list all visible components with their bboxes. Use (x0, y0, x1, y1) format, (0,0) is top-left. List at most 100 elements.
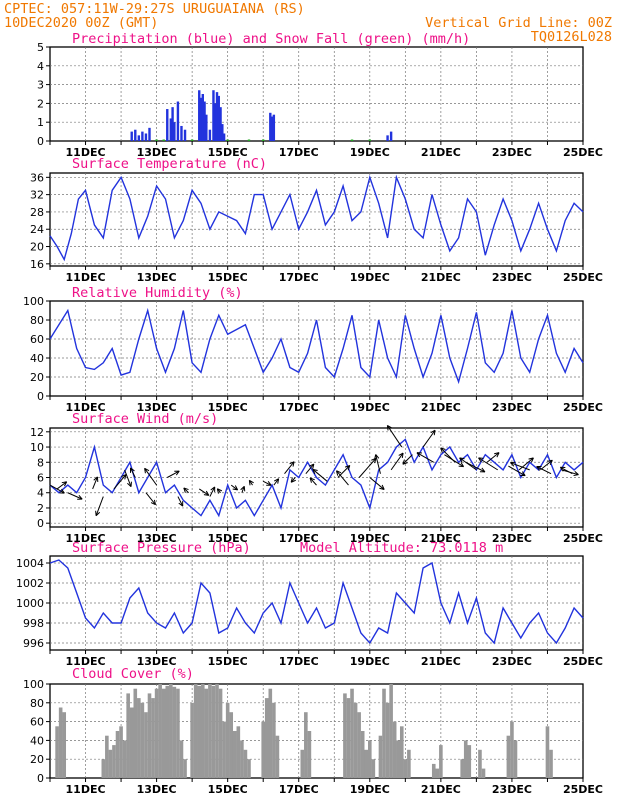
wind-arrow (49, 484, 65, 494)
bar (382, 688, 386, 778)
bar (396, 740, 401, 778)
y-tick-label: 20 (30, 371, 44, 384)
y-tick-label: 2 (37, 502, 44, 515)
x-tick-label: 25DEC (563, 532, 603, 545)
bar (262, 139, 265, 141)
wind-arrow (486, 452, 500, 463)
bar (166, 109, 169, 141)
bar (247, 139, 251, 141)
wind-arrow (422, 429, 436, 448)
bar (183, 759, 187, 778)
bar (350, 139, 354, 141)
series-line (49, 438, 584, 518)
wind-arrow (559, 466, 573, 475)
y-tick-label: 60 (30, 716, 44, 729)
bar (204, 688, 209, 778)
x-tick-label: 15DEC (208, 783, 248, 796)
bar (243, 749, 248, 778)
bar (169, 684, 173, 778)
x-tick-label: 23DEC (492, 655, 532, 668)
bar (219, 107, 222, 141)
bar (141, 131, 144, 141)
panel-title: Cloud Cover (%) (72, 666, 194, 682)
bar (172, 686, 177, 778)
bar (144, 133, 148, 141)
bar (162, 139, 165, 141)
bar (169, 118, 173, 141)
bar (270, 116, 274, 141)
bar (158, 684, 162, 778)
bar (211, 685, 216, 778)
bar (105, 735, 109, 778)
x-tick-label: 13DEC (137, 783, 177, 796)
y-tick-label: 100 (23, 678, 44, 691)
bar (137, 135, 141, 141)
wind-arrow (145, 492, 157, 506)
wind-arrow (95, 496, 104, 517)
x-tick-label: 21DEC (421, 146, 461, 159)
header-grid-note: Vertical Grid Line: 00Z (425, 15, 612, 31)
x-tick-label: 13DEC (137, 655, 177, 668)
x-tick-label: 15DEC (208, 146, 248, 159)
y-tick-label: 5 (37, 41, 44, 54)
panel-annotation: Model Altitude: 73.0118 m (300, 540, 503, 556)
series-line (49, 559, 584, 645)
x-tick-label: 13DEC (137, 271, 177, 284)
x-tick-label: 19DEC (350, 532, 390, 545)
wind-arrow (309, 477, 317, 486)
wind-arrow (465, 461, 486, 473)
bar (218, 688, 223, 778)
x-tick-label: 25DEC (563, 271, 603, 284)
y-tick-label: 28 (30, 206, 44, 219)
bar (205, 114, 208, 141)
y-tick-label: 10 (30, 441, 44, 454)
y-tick-label: 3 (37, 79, 44, 92)
plot-frame (49, 172, 584, 267)
bar (55, 726, 59, 778)
bar (431, 763, 436, 778)
bar (268, 688, 273, 778)
bar (272, 702, 276, 778)
x-tick-label: 21DEC (421, 271, 461, 284)
y-tick-label: 60 (30, 333, 44, 346)
bar (115, 731, 120, 778)
x-tick-label: 23DEC (492, 401, 532, 414)
y-tick-label: 0 (37, 135, 44, 148)
x-tick-label: 13DEC (137, 146, 177, 159)
x-tick-label: 11DEC (66, 532, 106, 545)
x-tick-label: 25DEC (563, 783, 603, 796)
bar (513, 740, 518, 778)
bar (545, 726, 550, 778)
wind-arrow (440, 447, 456, 463)
x-tick-label: 17DEC (279, 532, 319, 545)
x-tick-label: 19DEC (350, 783, 390, 796)
x-tick-label: 25DEC (563, 146, 603, 159)
bar (403, 759, 408, 778)
bar (151, 698, 155, 778)
bar (226, 139, 229, 141)
bar (130, 131, 133, 141)
series-line (49, 307, 584, 385)
plot-frame (49, 300, 584, 397)
x-tick-label: 21DEC (421, 655, 461, 668)
header-station: CPTEC: 057:11W-29:27S URUGUAIANA (RS) (4, 1, 305, 17)
bar (222, 721, 226, 778)
bar (154, 688, 159, 778)
wind-arrow (416, 452, 435, 463)
bar (171, 107, 174, 141)
bar (190, 702, 194, 778)
y-tick-label: 0 (37, 772, 44, 785)
bar (134, 129, 137, 141)
bar (147, 693, 152, 778)
bar (212, 90, 215, 141)
bar (460, 759, 464, 778)
bar (435, 768, 440, 778)
bar (247, 759, 251, 778)
bar (155, 139, 158, 141)
y-tick-label: 40 (30, 352, 44, 365)
x-tick-label: 17DEC (279, 783, 319, 796)
x-tick-label: 19DEC (350, 401, 390, 414)
bar (215, 92, 219, 141)
x-tick-label: 11DEC (66, 146, 106, 159)
bar (478, 749, 482, 778)
